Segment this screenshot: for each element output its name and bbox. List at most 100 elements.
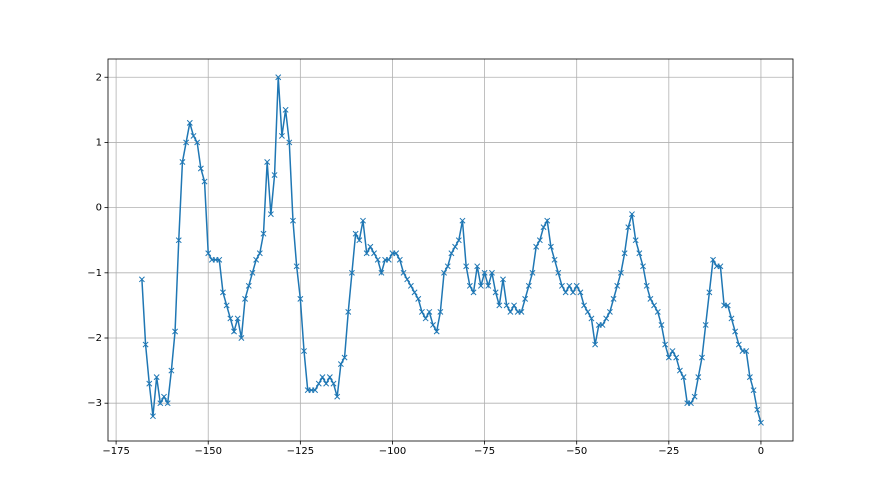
marker <box>385 256 392 263</box>
marker <box>363 250 370 257</box>
marker <box>757 419 764 426</box>
marker <box>201 178 208 185</box>
marker <box>625 224 632 231</box>
x-tick-label: −100 <box>379 446 406 457</box>
marker <box>687 400 694 407</box>
marker <box>562 289 569 296</box>
marker <box>732 328 739 335</box>
x-tick-label: −125 <box>287 446 314 457</box>
marker <box>286 139 293 146</box>
marker <box>430 322 436 328</box>
marker <box>610 295 617 302</box>
marker <box>507 308 514 315</box>
marker <box>581 302 588 309</box>
marker <box>352 230 359 237</box>
marker <box>433 328 440 335</box>
marker <box>651 302 658 309</box>
marker <box>489 269 495 276</box>
marker <box>621 250 628 257</box>
marker <box>249 269 256 276</box>
marker <box>231 328 237 335</box>
y-tick-label: 1 <box>96 137 102 148</box>
marker <box>525 282 532 289</box>
marker <box>629 211 635 218</box>
marker <box>293 263 300 270</box>
marker <box>559 282 565 289</box>
marker <box>223 302 230 309</box>
marker <box>477 282 484 289</box>
marker <box>500 276 506 283</box>
marker <box>378 269 385 276</box>
marker <box>275 74 282 81</box>
marker <box>142 341 149 348</box>
marker <box>448 250 455 257</box>
marker <box>529 269 536 276</box>
marker <box>374 256 381 263</box>
marker <box>555 269 562 276</box>
marker <box>264 159 271 165</box>
plot-frame <box>107 58 794 442</box>
marker <box>746 374 753 381</box>
marker <box>220 289 226 296</box>
marker <box>444 263 451 270</box>
marker <box>404 276 411 283</box>
marker <box>570 289 576 296</box>
marker <box>743 348 750 354</box>
marker <box>691 393 698 400</box>
marker <box>334 393 341 400</box>
marker <box>540 224 547 231</box>
marker <box>452 243 459 250</box>
marker <box>665 354 672 361</box>
marker <box>496 302 503 309</box>
marker <box>326 374 333 381</box>
marker <box>632 237 639 244</box>
marker <box>172 328 179 335</box>
marker <box>153 374 160 381</box>
marker <box>485 282 492 289</box>
marker <box>194 139 201 146</box>
y-tick-label: −1 <box>87 268 102 279</box>
marker <box>400 269 407 276</box>
marker <box>260 230 267 237</box>
marker <box>728 315 735 322</box>
marker <box>393 250 400 257</box>
marker <box>676 367 683 374</box>
marker <box>161 393 167 400</box>
marker <box>518 308 525 315</box>
marker <box>511 302 518 309</box>
x-tick-label: −175 <box>102 446 129 457</box>
marker <box>735 341 742 348</box>
marker <box>636 250 643 257</box>
marker <box>614 282 621 289</box>
marker <box>197 165 204 172</box>
marker <box>750 387 757 394</box>
marker <box>168 367 175 374</box>
marker <box>566 282 573 289</box>
marker <box>647 295 654 302</box>
marker <box>234 315 241 322</box>
marker <box>205 250 212 257</box>
marker <box>599 322 606 328</box>
marker <box>146 380 153 387</box>
marker <box>724 302 731 309</box>
marker <box>411 289 418 296</box>
marker <box>175 237 182 244</box>
marker <box>640 263 646 270</box>
y-tick-label: −2 <box>87 333 102 344</box>
marker <box>592 341 599 348</box>
marker <box>533 243 540 250</box>
marker <box>323 380 330 387</box>
marker <box>242 295 249 302</box>
marker <box>297 295 304 302</box>
marker <box>290 217 296 224</box>
marker <box>238 335 245 341</box>
marker <box>271 172 278 178</box>
marker <box>186 119 193 126</box>
marker <box>278 132 285 139</box>
marker <box>551 256 558 263</box>
marker <box>455 237 462 244</box>
marker <box>466 282 473 289</box>
marker <box>680 374 687 381</box>
marker <box>407 282 414 289</box>
